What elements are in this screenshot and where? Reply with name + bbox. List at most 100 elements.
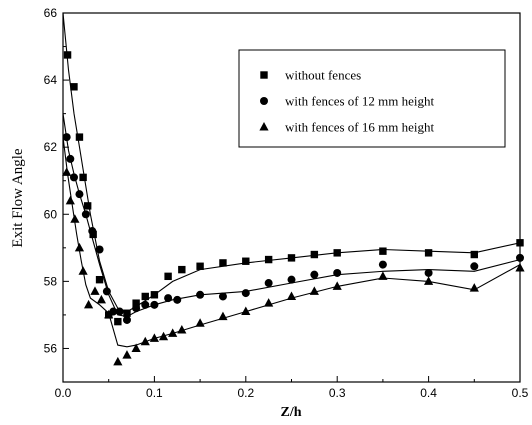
data-point-triangle <box>378 271 388 280</box>
data-point-square <box>141 292 149 301</box>
data-point-circle <box>264 279 273 288</box>
legend: without fences with fences of 12 mm heigh… <box>238 49 506 148</box>
data-point-square <box>83 202 92 210</box>
data-point-triangle <box>332 281 342 290</box>
y-tick-label: 64 <box>44 73 58 87</box>
data-point-triangle <box>264 298 274 307</box>
data-point-square <box>264 255 273 264</box>
series-3-markers <box>62 167 525 366</box>
x-tick-label: 0.0 <box>55 386 72 400</box>
data-point-square <box>333 249 341 257</box>
data-point-circle <box>196 290 205 299</box>
y-tick-label: 60 <box>44 207 58 221</box>
data-point-triangle <box>74 242 85 252</box>
y-tick-label: 62 <box>44 140 58 154</box>
data-point-circle <box>141 300 150 309</box>
data-point-circle <box>75 190 84 199</box>
y-tick-label: 58 <box>44 274 58 288</box>
data-point-triangle <box>62 167 72 176</box>
data-point-triangle <box>83 299 94 309</box>
x-tick-label: 0.5 <box>512 386 529 400</box>
data-point-circle <box>470 262 479 271</box>
data-point-circle <box>150 300 159 309</box>
data-point-square <box>178 265 186 274</box>
data-point-triangle <box>218 311 228 321</box>
data-point-triangle <box>309 286 319 295</box>
y-tick-label: 66 <box>44 6 58 20</box>
data-point-triangle <box>78 266 88 275</box>
data-point-circle <box>115 307 124 316</box>
x-axis-title: Z/h <box>280 405 301 420</box>
data-point-circle <box>164 294 173 303</box>
series-2-markers <box>62 133 524 324</box>
legend-box <box>238 49 506 148</box>
data-point-square <box>95 275 104 284</box>
legend-label: with fences of 12 mm height <box>285 94 434 109</box>
data-point-square <box>196 262 204 270</box>
data-point-circle <box>378 260 387 269</box>
data-point-square <box>164 272 172 281</box>
data-point-triangle <box>177 325 187 334</box>
data-point-square <box>219 259 227 267</box>
data-point-circle <box>173 295 182 304</box>
data-point-square <box>310 250 319 259</box>
legend-item: without fences <box>260 68 361 83</box>
data-point-triangle <box>104 309 114 319</box>
data-point-circle <box>424 268 433 277</box>
data-point-square <box>132 299 140 307</box>
data-point-square <box>63 51 72 59</box>
data-point-triangle <box>158 331 169 341</box>
fit-line-series-3 <box>63 137 520 348</box>
data-point-circle <box>109 307 118 316</box>
data-point-square <box>79 173 87 182</box>
data-point-circle <box>62 133 71 142</box>
data-point-triangle <box>195 318 205 327</box>
data-point-triangle <box>469 283 479 292</box>
data-point-circle <box>81 210 90 219</box>
data-point-circle <box>218 292 227 301</box>
data-point-triangle <box>424 276 434 285</box>
x-tick-labels: 0.0 0.1 0.2 0.3 0.4 0.5 <box>55 386 529 400</box>
data-markers <box>62 51 525 366</box>
data-point-triangle <box>140 336 150 346</box>
data-point-square <box>123 309 131 317</box>
legend-label: without fences <box>285 68 361 83</box>
legend-item: with fences of 16 mm height <box>259 120 434 135</box>
x-tick-label: 0.2 <box>237 386 254 400</box>
data-point-square <box>70 83 78 91</box>
data-point-circle <box>132 304 141 313</box>
data-point-triangle <box>122 350 132 359</box>
y-tick-label: 56 <box>44 341 58 355</box>
data-point-triangle <box>131 343 141 352</box>
data-point-square <box>242 257 250 265</box>
data-point-square <box>470 250 478 259</box>
data-point-triangle <box>241 306 251 316</box>
y-axis-title: Exit Flow Angle <box>10 148 26 248</box>
data-point-triangle <box>70 214 80 223</box>
data-point-circle <box>102 287 111 296</box>
data-point-square <box>150 291 159 299</box>
data-point-circle <box>88 227 97 236</box>
data-point-circle <box>287 275 296 284</box>
data-point-triangle <box>113 356 123 366</box>
data-point-circle <box>310 270 319 279</box>
legend-marker-circle <box>260 97 268 105</box>
data-point-circle <box>333 268 342 277</box>
x-tick-label: 0.3 <box>329 386 346 400</box>
data-point-square <box>424 249 433 257</box>
data-point-triangle <box>168 328 178 337</box>
x-tick-label: 0.1 <box>146 386 163 400</box>
data-point-circle <box>122 315 131 324</box>
y-tick-labels: 56 58 60 62 64 66 <box>44 6 58 355</box>
legend-marker-square <box>260 71 268 79</box>
data-point-triangle <box>96 294 106 304</box>
data-point-triangle <box>90 286 100 295</box>
data-point-circle <box>66 154 75 163</box>
data-point-square <box>379 247 387 255</box>
legend-label: with fences of 16 mm height <box>285 120 434 135</box>
axis-ticks <box>62 12 521 383</box>
data-point-square <box>75 133 84 141</box>
data-point-triangle <box>286 291 297 300</box>
data-point-triangle <box>149 333 159 342</box>
